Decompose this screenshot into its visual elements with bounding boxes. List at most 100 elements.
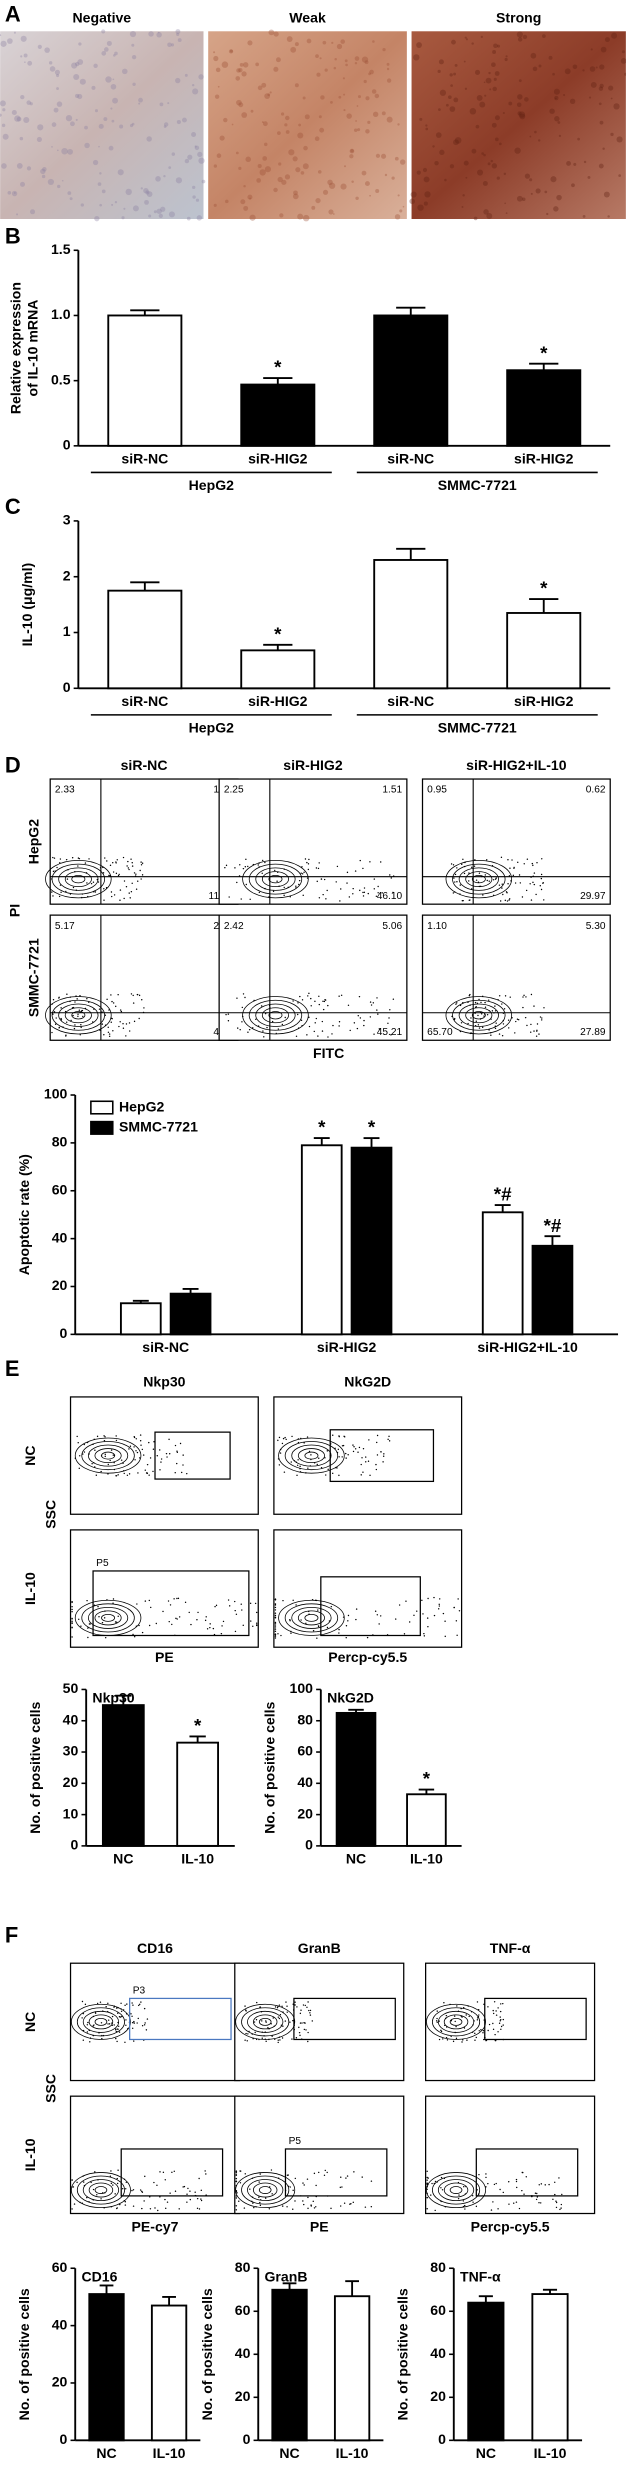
x-tick-label: siR-HIG2 [514, 693, 574, 709]
event-dot [78, 1618, 80, 1620]
event-dot [296, 1474, 298, 1477]
event-dot [148, 1474, 150, 1476]
event-dot [128, 892, 130, 894]
texture-dot [306, 38, 312, 44]
event-dot [554, 2193, 556, 2196]
event-dot [456, 2005, 458, 2007]
event-dot [504, 899, 507, 902]
event-dot [355, 1608, 358, 1610]
contour [64, 871, 92, 888]
event-dot [241, 1609, 243, 1611]
event-dot [121, 2015, 123, 2018]
texture-dot [285, 115, 290, 121]
bar [150, 2304, 188, 2442]
event-dot [471, 2195, 474, 2197]
texture-dot [342, 77, 345, 80]
event-dot [140, 878, 142, 880]
gate-label: P5 [96, 1558, 109, 1569]
texture-dot [493, 43, 498, 49]
flow-plot [49, 914, 239, 1041]
event-dot [143, 2007, 146, 2010]
event-dot [298, 883, 300, 886]
contour [87, 1606, 129, 1629]
event-dot [456, 1002, 458, 1004]
contour [241, 2175, 290, 2205]
event-dot [279, 1452, 282, 1454]
texture-dot [217, 85, 220, 88]
event-dot [272, 890, 275, 893]
event-dot [338, 1456, 340, 1458]
event-dot [99, 2001, 102, 2003]
event-dot [437, 1608, 440, 1610]
event-dot [518, 874, 521, 876]
event-dot [427, 1597, 429, 1600]
contour [51, 863, 106, 895]
texture-dot [454, 63, 458, 67]
event-dot [255, 1018, 257, 1020]
event-dot [376, 997, 378, 999]
event-dot [289, 2021, 291, 2023]
event-dot [507, 883, 509, 885]
event-dot [346, 882, 348, 884]
event-dot [205, 1616, 207, 1618]
event-dot [97, 1605, 99, 1608]
event-dot [124, 2201, 127, 2203]
event-dot [86, 2196, 88, 2199]
event-dot [169, 1604, 172, 1606]
event-dot [101, 1621, 104, 1624]
event-dot [112, 1602, 114, 1604]
contour [71, 1011, 86, 1020]
texture-dot [101, 51, 107, 56]
event-dot [454, 881, 456, 883]
texture-dot [544, 190, 548, 194]
event-dot [540, 873, 543, 876]
event-dot [176, 1618, 178, 1620]
event-dot [307, 868, 310, 871]
event-dot [431, 2182, 433, 2185]
event-dot [332, 1434, 334, 1436]
event-dot [274, 1604, 277, 1606]
event-dot [302, 2200, 304, 2202]
event-dot [441, 2189, 444, 2191]
event-dot [114, 1621, 117, 1623]
bar [335, 1711, 377, 1847]
event-dot [274, 1633, 277, 1635]
texture-dot [318, 115, 322, 119]
y-tick-label: 80 [430, 2259, 446, 2275]
event-dot [559, 2208, 561, 2211]
flow-plot [218, 778, 408, 905]
texture-dot [504, 57, 508, 62]
event-dot [499, 2016, 501, 2018]
event-dot [352, 1444, 354, 1446]
event-dot [375, 1463, 377, 1466]
texture-dot [98, 145, 100, 148]
event-dot [490, 1034, 492, 1036]
contour [445, 996, 513, 1035]
texture-dot [302, 163, 309, 170]
event-dot [126, 2003, 128, 2005]
quadrant-value: 0.62 [586, 785, 606, 796]
x-tick-label: NC [113, 1851, 133, 1867]
event-dot [509, 996, 511, 998]
contour [431, 2007, 481, 2037]
event-dot [241, 1021, 243, 1023]
event-dot [274, 1628, 277, 1630]
y-tick-label: 60 [430, 2302, 446, 2318]
event-dot [313, 2172, 316, 2175]
annotation: * [318, 1117, 326, 1138]
event-dot [78, 1467, 80, 1470]
event-dot [174, 1472, 176, 1474]
texture-dot [343, 93, 346, 96]
event-dot [352, 893, 354, 895]
event-dot [265, 2020, 267, 2022]
event-dot [530, 993, 533, 996]
event-dot [196, 1619, 198, 1621]
event-dot [478, 2030, 480, 2032]
event-dot [152, 1470, 154, 1473]
event-dot [512, 874, 515, 877]
texture-dot [13, 31, 16, 34]
texture-dot [435, 132, 442, 138]
event-dot [135, 873, 137, 875]
event-dot [297, 1002, 299, 1004]
event-dot [495, 2182, 497, 2185]
